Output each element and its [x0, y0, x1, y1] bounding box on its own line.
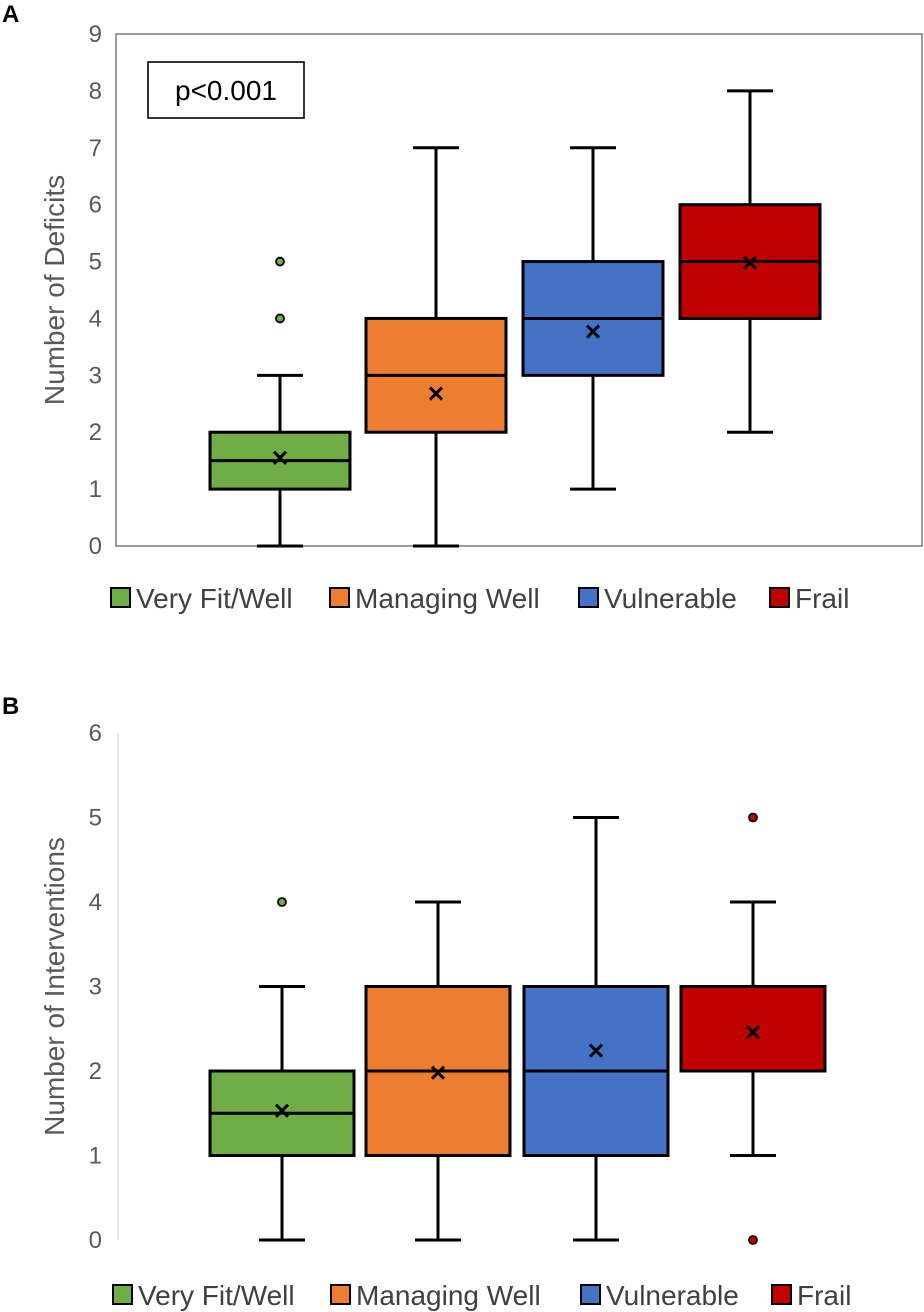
outlier-point — [748, 812, 758, 823]
y-axis-label: Number of Deficits — [39, 175, 70, 405]
iqr-box — [679, 985, 827, 1073]
y-tick-label: 5 — [89, 249, 102, 276]
y-tick-label: 3 — [89, 362, 102, 389]
legend-label: Very Fit/Well — [136, 583, 293, 614]
panel-label-b: B — [2, 693, 19, 720]
box-managing-well — [364, 146, 508, 548]
mean-marker — [274, 1103, 290, 1118]
y-axis-label: Number of Interventions — [39, 837, 70, 1136]
legend-swatch — [330, 1284, 351, 1305]
outlier-point — [277, 897, 287, 907]
legend-label: Vulnerable — [606, 1280, 739, 1311]
legend-label: Very Fit/Well — [138, 1280, 295, 1311]
mean-marker — [272, 450, 288, 465]
mean-marker — [588, 1043, 604, 1058]
plot-frame-a — [115, 33, 923, 547]
y-tick-label: 1 — [89, 1143, 102, 1170]
outlier-point — [275, 256, 285, 267]
box-very-fit-well — [208, 256, 352, 548]
mean-marker — [742, 255, 758, 270]
legend-swatch — [771, 1284, 792, 1305]
mean-marker — [745, 1025, 761, 1040]
y-tick-label: 6 — [89, 720, 102, 747]
panel-a: A 0 1 2 3 4 5 6 7 8 9 Number of Deficits p<0.001 Very… — [2, 1, 923, 614]
legend-label: Frail — [795, 583, 849, 614]
y-tick-label: 1 — [89, 476, 102, 503]
legend-swatch — [578, 587, 599, 608]
y-tick-label: 6 — [89, 192, 102, 219]
mean-marker — [430, 1065, 446, 1080]
box-managing-well — [364, 900, 512, 1242]
y-tick-label: 2 — [89, 419, 102, 446]
y-tick-label: 5 — [89, 805, 102, 832]
y-tick-label: 9 — [89, 21, 102, 48]
box-vulnerable — [521, 146, 665, 491]
y-tick-label: 4 — [89, 305, 102, 332]
panel-b: B 0 1 2 3 4 5 6 Number of Interventions Very Fit/… — [2, 693, 851, 1311]
legend-label: Vulnerable — [604, 583, 737, 614]
legend-swatch — [110, 587, 131, 608]
y-tick-label: 8 — [89, 78, 102, 105]
p-value-annotation: p<0.001 — [175, 75, 277, 106]
outlier-point — [275, 313, 285, 324]
legend-label: Managing Well — [356, 1280, 541, 1311]
panel-label-a: A — [2, 1, 19, 28]
legend-swatch — [112, 1284, 133, 1305]
box-frail — [678, 89, 822, 434]
legend-swatch — [329, 587, 350, 608]
mean-marker — [585, 324, 601, 339]
y-tick-label: 2 — [89, 1058, 102, 1085]
p-value-box — [147, 61, 305, 119]
box-very-fit-well — [208, 897, 356, 1242]
legend-swatch — [580, 1284, 601, 1305]
legend-label: Frail — [797, 1280, 851, 1311]
y-tick-label: 0 — [89, 533, 102, 560]
y-tick-label: 0 — [89, 1227, 102, 1254]
legend-swatch — [769, 587, 790, 608]
y-tick-label: 4 — [89, 889, 102, 916]
box-frail — [679, 812, 827, 1245]
mean-marker — [428, 386, 444, 401]
legend-label: Managing Well — [355, 583, 540, 614]
y-tick-label: 3 — [89, 974, 102, 1001]
outlier-point — [748, 1235, 758, 1245]
y-tick-label: 7 — [89, 135, 102, 162]
box-vulnerable — [522, 816, 670, 1242]
